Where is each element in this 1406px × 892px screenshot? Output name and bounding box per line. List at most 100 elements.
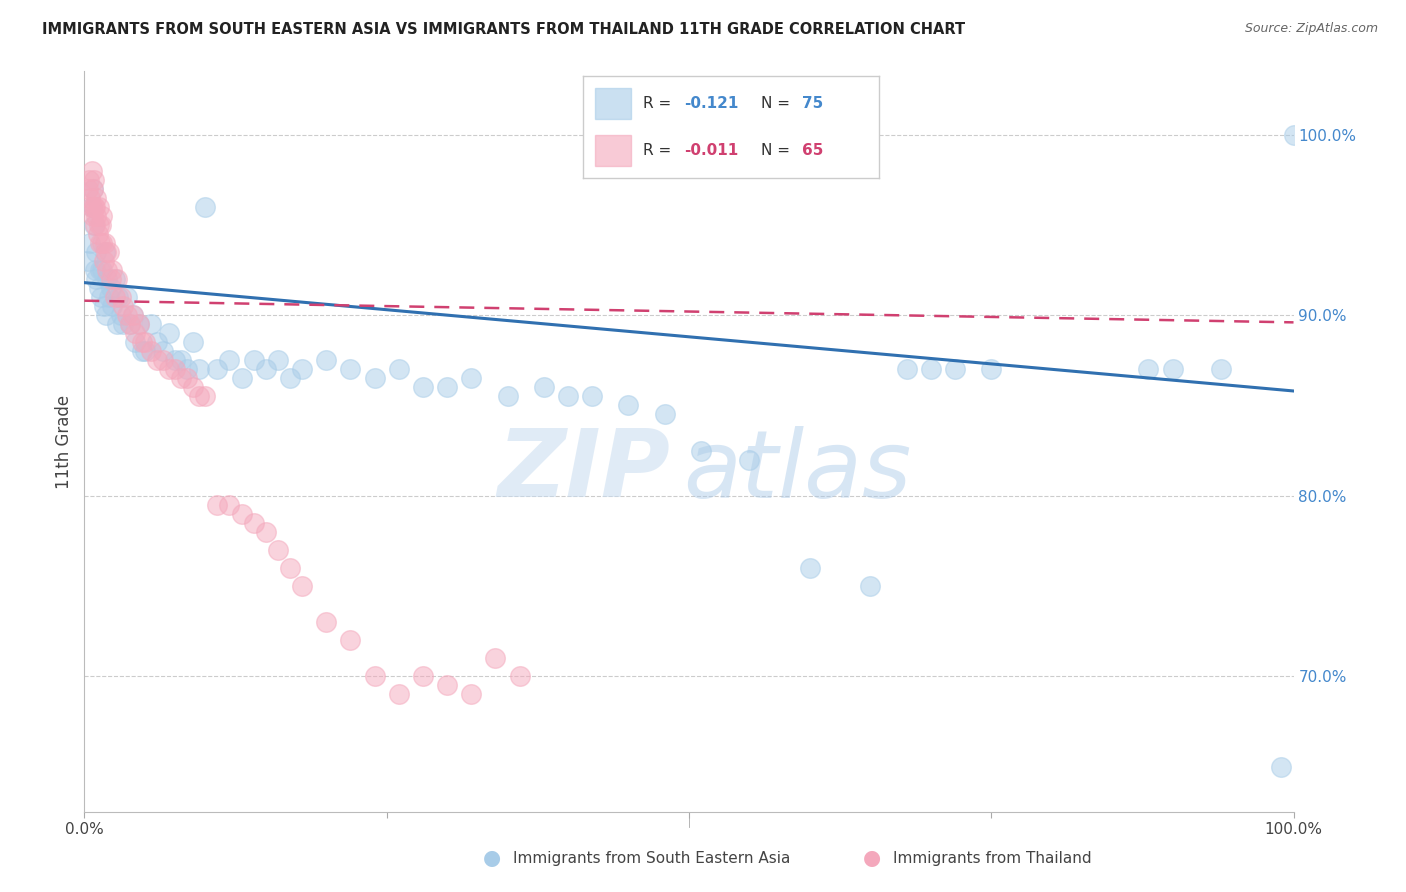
Point (388, 362, 411, 376)
Point (254, 362, 277, 376)
Point (100, 281, 122, 295)
Point (134, 335, 156, 350)
Point (484, 651, 506, 665)
Point (96, 263, 118, 277)
Point (100, 272, 122, 286)
Point (1161, 362, 1184, 376)
Point (412, 669, 434, 683)
Point (943, 362, 966, 376)
Point (194, 389, 217, 403)
Point (77, 182, 100, 196)
Text: -0.121: -0.121 (683, 96, 738, 111)
Point (157, 326, 180, 341)
Point (80, 200, 103, 214)
Point (90, 218, 112, 232)
Point (896, 362, 918, 376)
Point (231, 371, 253, 385)
Point (83, 218, 105, 232)
Point (388, 687, 411, 701)
Point (82, 182, 104, 196)
Point (207, 362, 229, 376)
Text: Immigrants from Thailand: Immigrants from Thailand (893, 851, 1091, 865)
Text: N =: N = (761, 96, 794, 111)
Point (146, 353, 169, 368)
Point (170, 353, 193, 368)
Point (339, 362, 361, 376)
Point (436, 678, 458, 692)
Point (104, 272, 127, 286)
Point (134, 344, 156, 359)
Point (120, 317, 142, 331)
Point (86, 227, 108, 241)
Point (617, 399, 640, 413)
Point (80, 163, 103, 178)
Point (146, 335, 169, 350)
Point (165, 353, 187, 368)
Point (93, 254, 115, 268)
Text: N =: N = (761, 144, 794, 158)
Point (254, 524, 277, 539)
Point (165, 362, 187, 376)
Point (1282, 128, 1305, 142)
Point (105, 317, 128, 331)
Point (188, 389, 211, 403)
Point (112, 317, 135, 331)
Point (291, 579, 314, 593)
Point (107, 290, 129, 304)
Point (181, 380, 204, 394)
Point (84, 218, 107, 232)
Point (315, 353, 337, 368)
Text: R =: R = (643, 96, 676, 111)
Bar (595, 88, 631, 119)
Point (139, 317, 162, 331)
Y-axis label: 11th Grade: 11th Grade (55, 394, 73, 489)
Point (152, 344, 174, 359)
Point (218, 498, 240, 512)
Point (110, 308, 132, 322)
Point (101, 263, 124, 277)
Point (581, 389, 603, 403)
Point (188, 362, 211, 376)
Text: R =: R = (643, 144, 676, 158)
Point (86, 191, 108, 205)
Text: 65: 65 (801, 144, 824, 158)
Point (267, 353, 290, 368)
Text: 75: 75 (801, 96, 824, 111)
Point (86, 209, 108, 223)
Point (79, 235, 101, 250)
Text: atlas: atlas (683, 425, 911, 516)
Point (97, 290, 120, 304)
Point (1137, 362, 1160, 376)
Point (157, 362, 180, 376)
Point (152, 353, 174, 368)
Text: Source: ZipAtlas.com: Source: ZipAtlas.com (1244, 22, 1378, 36)
Point (121, 308, 143, 322)
Point (89, 235, 111, 250)
Point (131, 344, 153, 359)
Point (181, 335, 204, 350)
Point (87, 218, 110, 232)
Point (86, 272, 108, 286)
Point (77, 172, 100, 186)
Point (1209, 362, 1232, 376)
Point (96, 272, 118, 286)
Point (86, 244, 108, 259)
Point (80, 200, 103, 214)
Point (104, 290, 127, 304)
Point (242, 516, 264, 530)
Point (110, 290, 132, 304)
Point (90, 290, 112, 304)
Point (84, 263, 107, 277)
Point (231, 507, 253, 521)
Point (315, 615, 337, 629)
Point (94, 244, 117, 259)
Point (128, 317, 150, 331)
Point (557, 389, 579, 403)
Text: Immigrants from South Eastern Asia: Immigrants from South Eastern Asia (513, 851, 790, 865)
Point (115, 308, 138, 322)
Text: IMMIGRANTS FROM SOUTH EASTERN ASIA VS IMMIGRANTS FROM THAILAND 11TH GRADE CORREL: IMMIGRANTS FROM SOUTH EASTERN ASIA VS IM… (42, 22, 966, 37)
Text: ZIP: ZIP (498, 425, 671, 517)
Point (170, 371, 193, 385)
Point (82, 209, 104, 223)
Point (124, 326, 146, 341)
